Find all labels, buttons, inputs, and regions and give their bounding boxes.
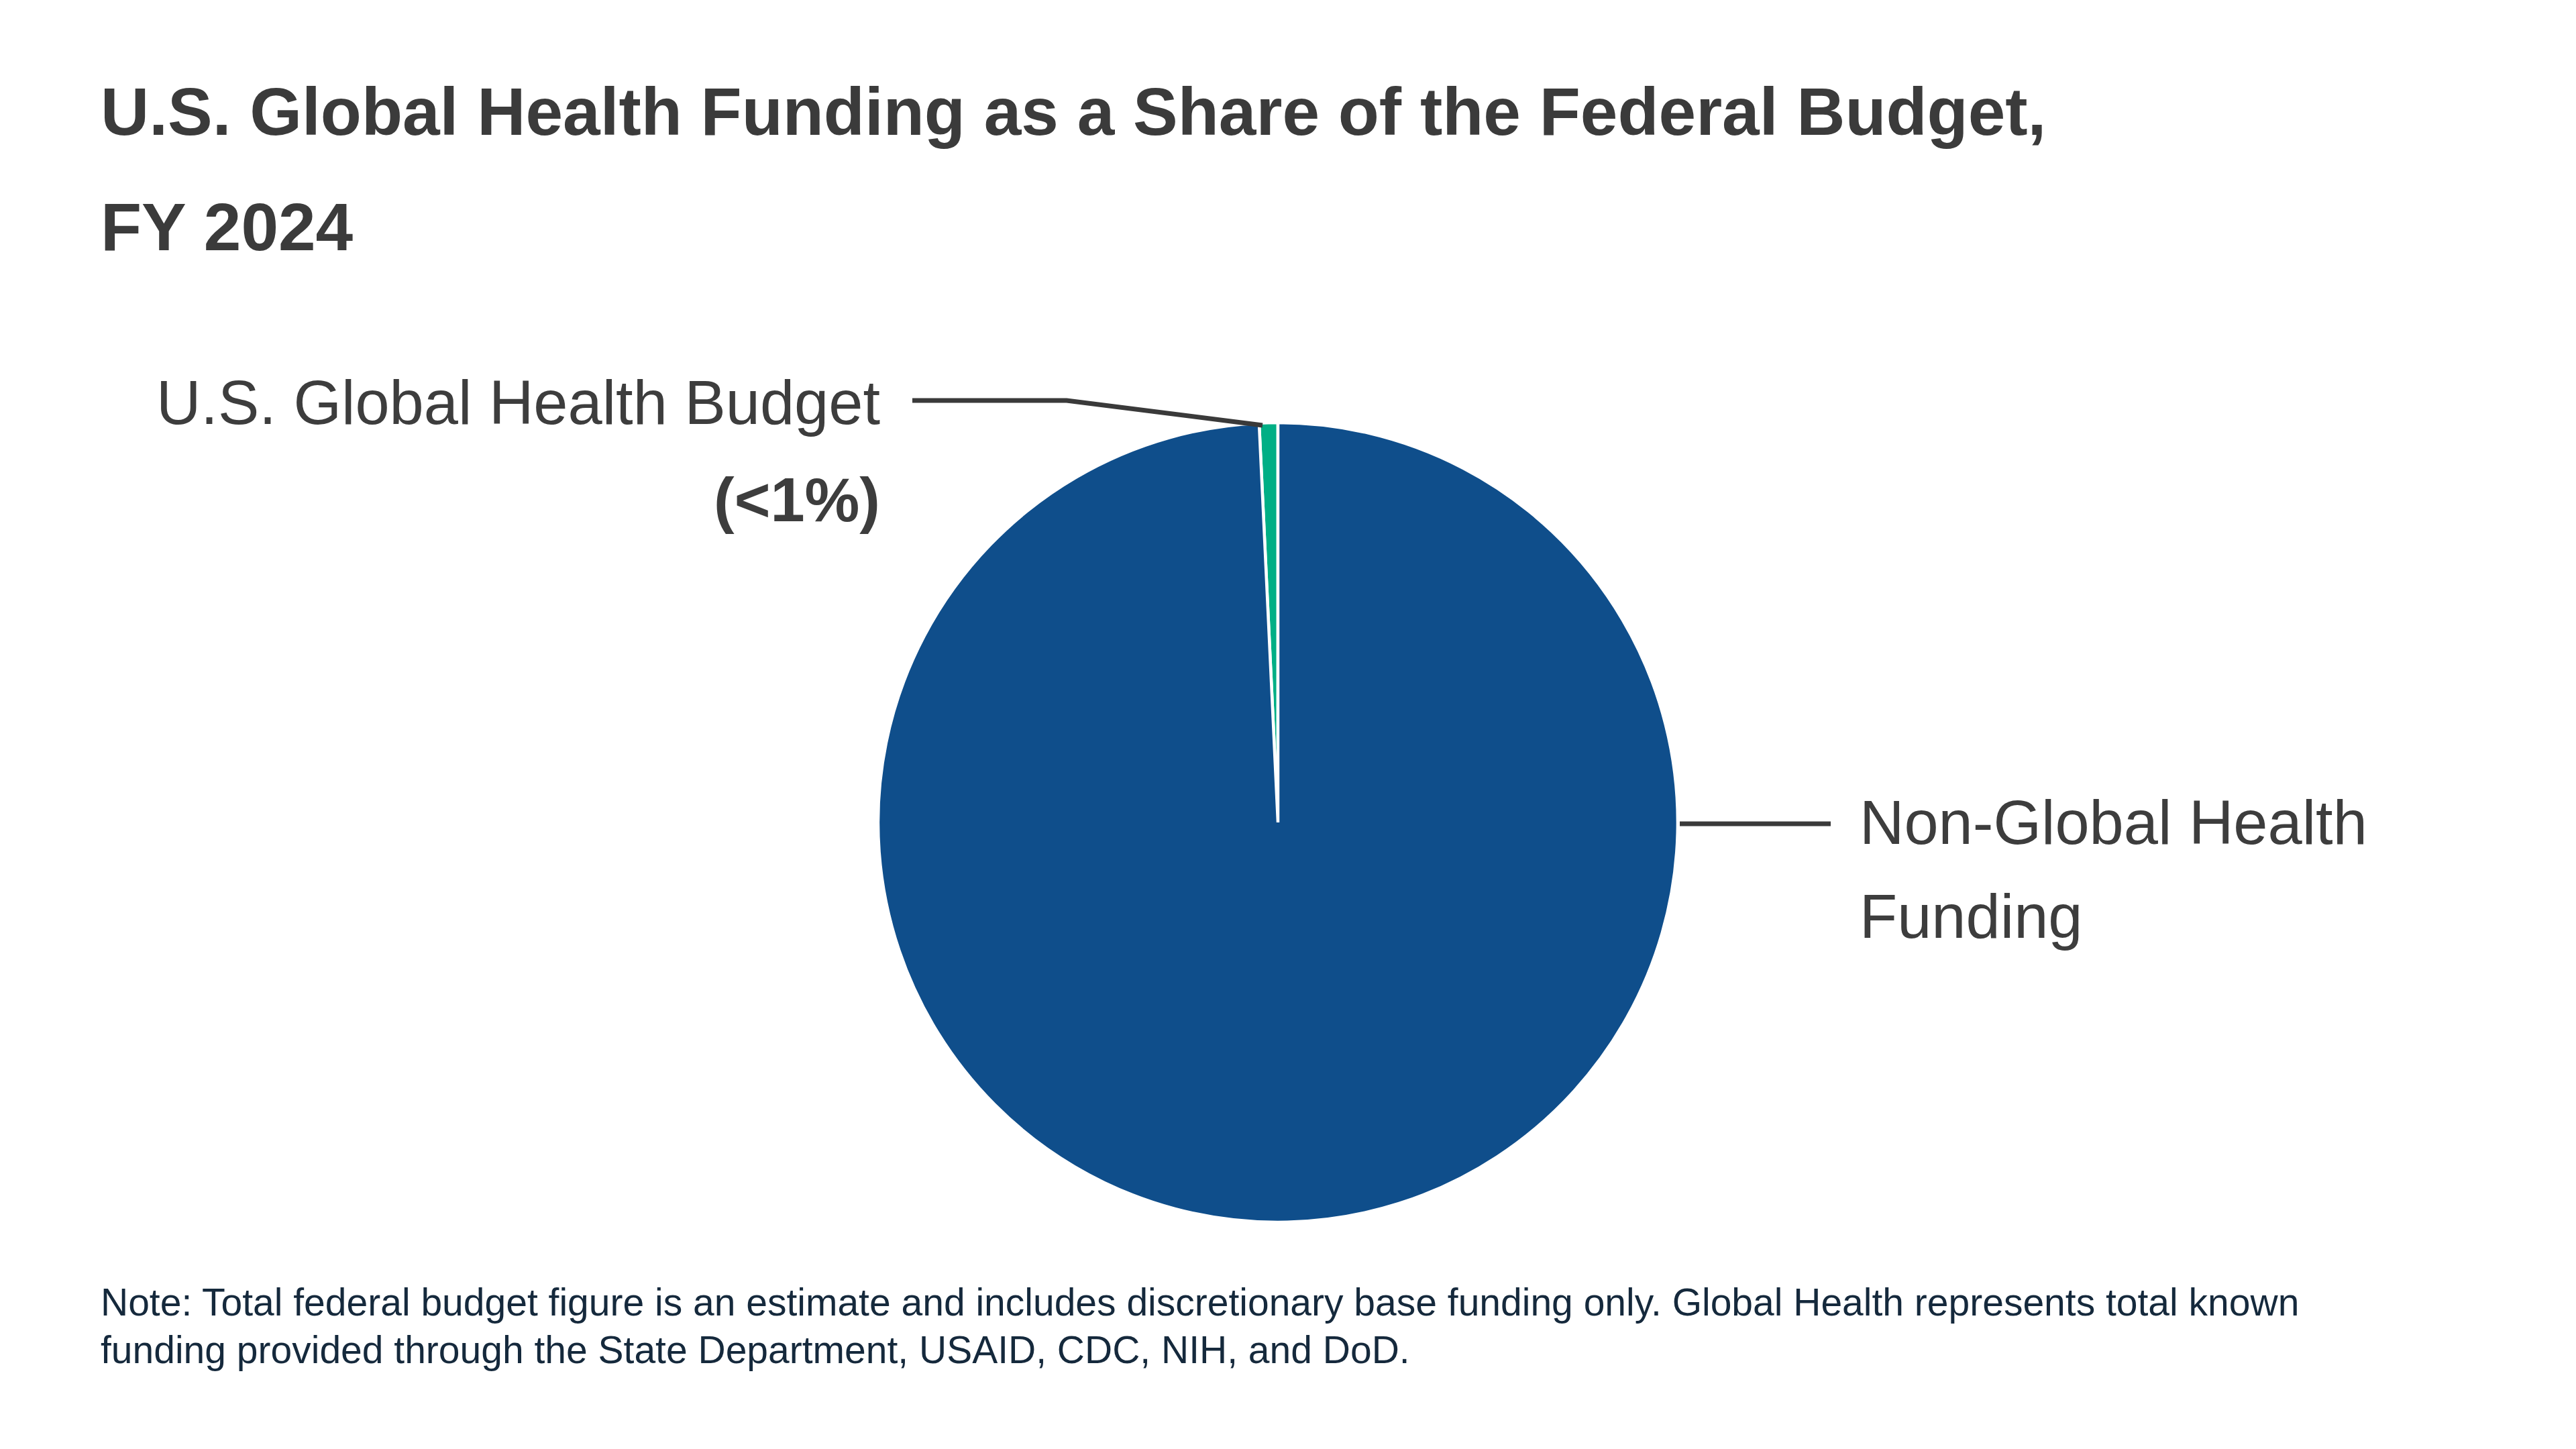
- label-non-global-funding-line2: Funding: [1860, 869, 2367, 963]
- label-global-health-budget: U.S. Global Health Budget (<1%): [101, 354, 880, 549]
- chart-title: U.S. Global Health Funding as a Share of…: [101, 54, 2046, 284]
- chart-note: Note: Total federal budget figure is an …: [101, 1279, 2299, 1374]
- chart-title-line2: FY 2024: [101, 169, 2046, 284]
- pie-slice-non-global-health: [878, 423, 1678, 1222]
- label-global-health-budget-percent: (<1%): [101, 451, 880, 549]
- chart-title-line1: U.S. Global Health Funding as a Share of…: [101, 54, 2046, 169]
- label-global-health-budget-text: U.S. Global Health Budget: [101, 354, 880, 451]
- chart-note-line1: Note: Total federal budget figure is an …: [101, 1279, 2299, 1326]
- label-non-global-funding-line1: Non-Global Health: [1860, 775, 2367, 869]
- chart-note-line2: funding provided through the State Depar…: [101, 1326, 2299, 1374]
- pie-chart: [849, 393, 1707, 1252]
- label-non-global-funding: Non-Global Health Funding: [1860, 775, 2367, 963]
- chart-figure: U.S. Global Health Funding as a Share of…: [0, 0, 2576, 1449]
